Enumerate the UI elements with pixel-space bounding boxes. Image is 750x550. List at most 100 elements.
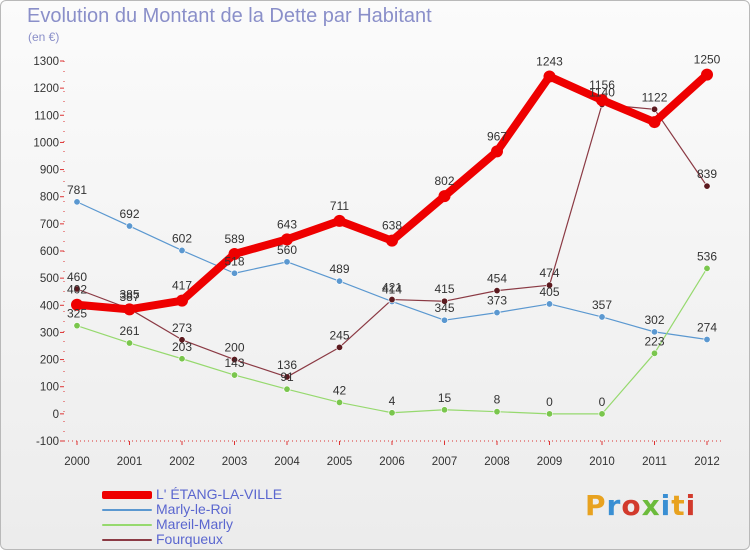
data-point: [178, 355, 186, 363]
x-tick-label: 2009: [537, 456, 563, 468]
data-label: 421: [382, 281, 402, 295]
data-label: 273: [172, 321, 192, 335]
y-tick-label: 300: [40, 327, 59, 339]
data-label: 1122: [642, 90, 668, 104]
data-point: [543, 70, 556, 83]
data-point: [703, 264, 711, 272]
data-label: 802: [434, 174, 454, 188]
data-point: [283, 373, 291, 381]
data-label: 15: [438, 391, 452, 405]
data-point: [545, 300, 553, 308]
legend-label: Mareil-Marly: [156, 516, 233, 532]
data-label: 8: [494, 393, 501, 407]
data-point: [176, 294, 188, 307]
proxiti-logo: Proxiti: [585, 489, 696, 522]
logo-letter: P: [585, 489, 607, 522]
x-tick-label: 2001: [117, 456, 143, 468]
data-label: 261: [119, 324, 139, 338]
x-tick-label: 2003: [222, 456, 248, 468]
y-tick-label: 1200: [33, 83, 59, 95]
data-label: 345: [434, 301, 454, 315]
legend-label: Fourqueux: [156, 531, 223, 547]
data-point: [545, 281, 553, 289]
data-label: 602: [172, 231, 192, 245]
data-label: 245: [329, 328, 349, 342]
legend-swatch: [102, 509, 152, 511]
y-tick-label: 800: [40, 192, 59, 204]
x-tick-label: 2005: [327, 456, 353, 468]
data-label: 417: [172, 279, 192, 293]
data-label: 643: [277, 217, 297, 231]
data-label: 967: [487, 129, 507, 143]
data-point: [386, 234, 398, 247]
logo-letter: x: [641, 489, 661, 522]
data-point: [440, 316, 448, 324]
y-tick-label: 200: [40, 355, 59, 367]
chart-subtitle: (en €): [28, 30, 60, 44]
data-label: 0: [599, 395, 606, 409]
data-label: 387: [119, 290, 139, 304]
data-point: [73, 322, 81, 330]
y-tick-label: 900: [40, 165, 59, 177]
data-point: [703, 182, 711, 190]
data-point: [440, 406, 448, 414]
data-label: 223: [644, 334, 664, 348]
data-point: [493, 309, 501, 317]
data-point: [73, 198, 81, 206]
data-point: [648, 116, 661, 129]
data-label: 489: [329, 262, 349, 276]
y-tick-label: 1100: [34, 110, 59, 122]
data-point: [126, 222, 134, 230]
x-tick-label: 2011: [642, 456, 667, 468]
data-point: [491, 145, 503, 158]
logo-letter: r: [606, 489, 622, 522]
data-point: [71, 298, 83, 311]
data-label: 638: [382, 219, 402, 233]
y-tick-label: 700: [40, 219, 59, 231]
y-tick-label: 100: [40, 382, 59, 394]
legend-swatch: [102, 491, 152, 499]
data-point: [388, 409, 396, 417]
data-point: [703, 335, 711, 343]
chart-markers: [71, 68, 713, 418]
data-point: [333, 214, 346, 227]
data-label: 42: [333, 383, 347, 397]
y-tick-label: 500: [40, 273, 59, 285]
x-tick-label: 2010: [589, 456, 615, 468]
data-label: 136: [277, 358, 297, 372]
data-label: 200: [224, 341, 244, 355]
legend-label: L' ÉTANG-LA-VILLE: [156, 486, 283, 502]
data-point: [438, 190, 451, 203]
data-label: 414: [382, 282, 402, 296]
data-label: 302: [644, 313, 664, 327]
x-tick-label: 2008: [484, 456, 510, 468]
data-point: [281, 233, 293, 246]
data-point: [545, 410, 553, 418]
data-label: 402: [67, 283, 87, 297]
data-label: 1140: [589, 85, 615, 99]
x-tick-label: 2002: [169, 456, 195, 468]
data-label: 560: [277, 243, 297, 257]
data-label: 373: [487, 294, 507, 308]
data-label: 781: [67, 183, 87, 197]
series-line: [73, 70, 711, 314]
logo-letter: i: [660, 489, 672, 522]
data-point: [178, 336, 186, 344]
data-label: 474: [539, 266, 559, 280]
data-point: [701, 68, 713, 81]
data-point: [598, 313, 606, 321]
data-point: [335, 398, 343, 406]
chart-data-labels: 402 385 417 589 643 711 638 802 967 1243 1156 1250 7…: [67, 53, 721, 409]
legend-swatch: [102, 539, 152, 541]
data-label: 1156: [589, 78, 615, 92]
data-point: [178, 246, 186, 254]
x-tick-label: 2007: [432, 456, 458, 468]
y-tick-label: 1300: [33, 56, 59, 68]
x-tick-label: 2012: [694, 456, 720, 468]
data-point: [493, 408, 501, 416]
data-point: [123, 303, 136, 316]
data-label: 415: [434, 282, 454, 296]
x-tick-label: 2004: [274, 456, 300, 468]
data-point: [126, 339, 134, 347]
data-label: 203: [172, 340, 192, 354]
